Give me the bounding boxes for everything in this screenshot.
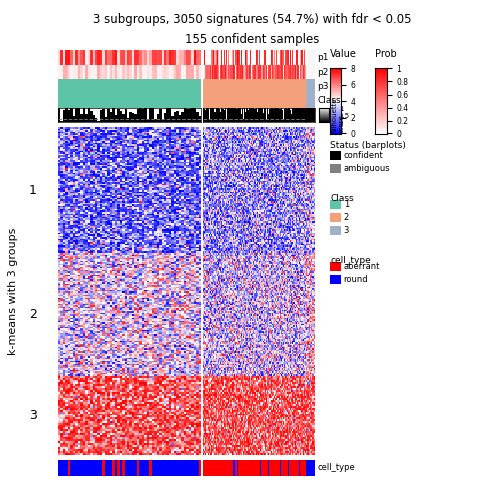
Text: Value: Value [330, 49, 357, 59]
Text: 3: 3 [29, 409, 37, 422]
Text: 3: 3 [344, 226, 349, 235]
Text: aberrant: aberrant [344, 262, 380, 271]
Text: 1: 1 [344, 200, 349, 209]
Text: Class: Class [318, 96, 341, 105]
Text: 1: 1 [29, 184, 37, 197]
Text: 155 confident samples: 155 confident samples [185, 33, 319, 46]
Text: cell_type: cell_type [330, 256, 371, 265]
Text: round: round [344, 275, 368, 284]
Text: k-means with 3 groups: k-means with 3 groups [8, 227, 18, 355]
Text: 2: 2 [344, 213, 349, 222]
Text: confident: confident [344, 151, 384, 160]
Text: Silhouette
score: Silhouette score [332, 97, 345, 133]
Text: Class: Class [330, 194, 354, 203]
Text: p3: p3 [318, 82, 329, 91]
Text: p2: p2 [318, 68, 329, 77]
Text: Status (barplots): Status (barplots) [330, 141, 406, 150]
Text: p1: p1 [318, 53, 329, 62]
Text: ambiguous: ambiguous [344, 164, 391, 173]
Text: cell_type: cell_type [318, 464, 355, 472]
Text: 3 subgroups, 3050 signatures (54.7%) with fdr < 0.05: 3 subgroups, 3050 signatures (54.7%) wit… [93, 13, 411, 26]
Text: 2: 2 [29, 308, 37, 321]
Text: Prob: Prob [375, 49, 397, 59]
